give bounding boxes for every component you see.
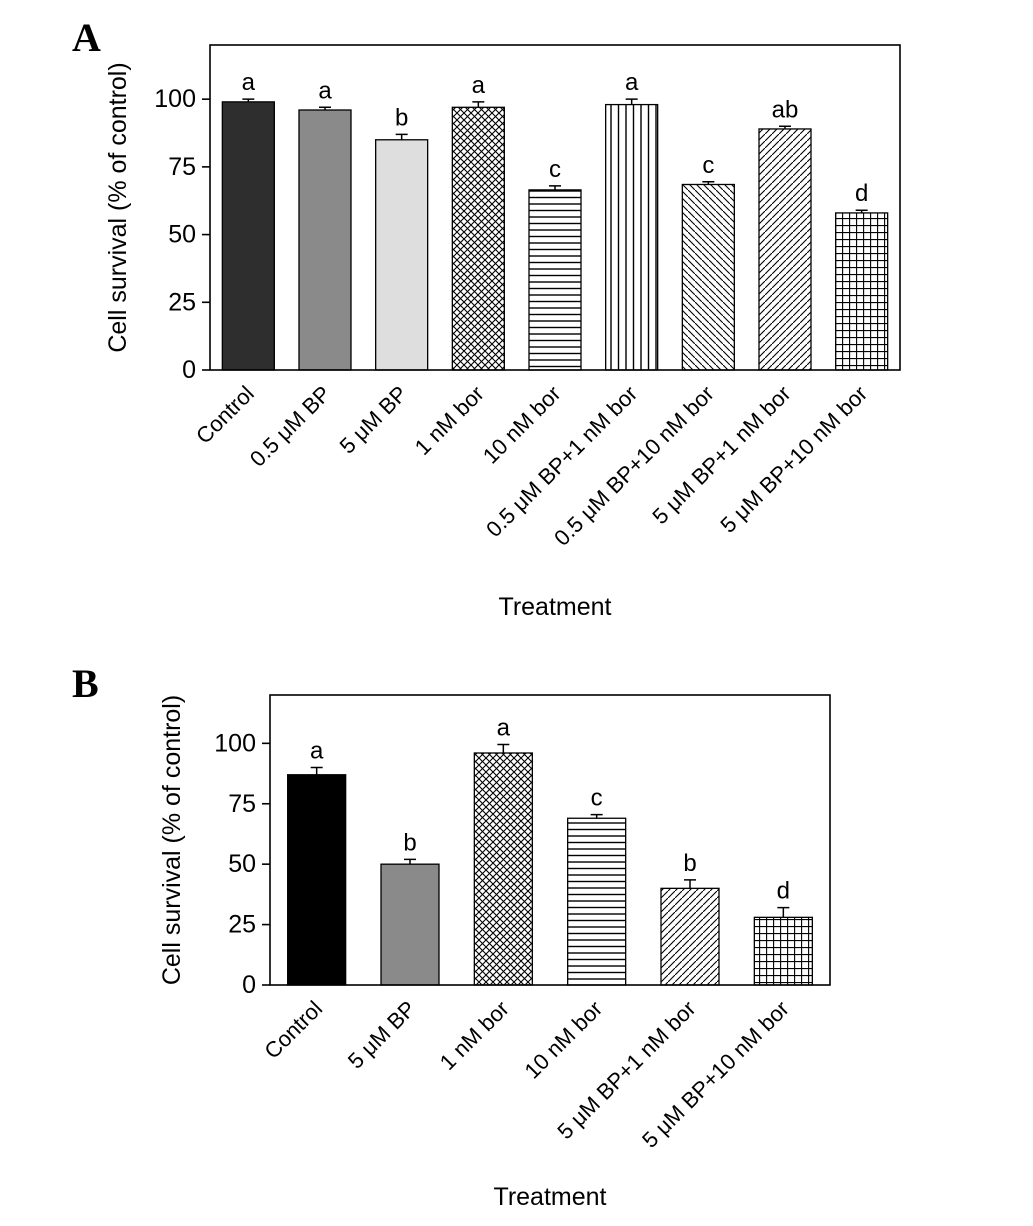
x-tick-label: 0.5 μM BP+1 nM bor xyxy=(481,381,642,542)
bar xyxy=(758,128,812,371)
sig-letter: a xyxy=(497,715,511,742)
y-tick-label: 25 xyxy=(228,911,256,939)
bar xyxy=(221,101,275,371)
y-tick-label: 100 xyxy=(154,85,196,113)
error-bar xyxy=(702,181,715,185)
sig-letter: a xyxy=(310,738,324,765)
error-bar xyxy=(684,879,696,889)
y-tick-label: 0 xyxy=(182,356,196,384)
error-bar xyxy=(625,98,638,105)
bar xyxy=(380,863,440,986)
bar xyxy=(605,103,659,371)
y-tick-label: 50 xyxy=(228,850,256,878)
error-bar xyxy=(242,98,255,102)
error-bar xyxy=(319,106,331,110)
sig-letter: d xyxy=(777,878,790,905)
x-tick-label: 10 nM bor xyxy=(519,996,607,1084)
bar xyxy=(375,139,429,371)
y-tick-label: 0 xyxy=(242,971,256,999)
y-tick-label: 25 xyxy=(168,288,196,316)
sig-letter: c xyxy=(549,156,561,183)
y-tick-label: 100 xyxy=(214,729,256,757)
x-tick-label: 5 μM BP xyxy=(343,996,421,1074)
bar xyxy=(528,189,582,371)
bar xyxy=(473,752,533,986)
error-bar xyxy=(497,743,510,753)
bar xyxy=(567,817,627,986)
y-axis-label: Cell survival (% of control) xyxy=(158,695,186,985)
sig-letter: b xyxy=(683,850,696,877)
bar xyxy=(681,183,735,371)
bar xyxy=(451,106,505,371)
plot-box xyxy=(209,44,901,371)
x-tick-label: 1 nM bor xyxy=(410,381,489,460)
x-tick-label: 0.5 μM BP xyxy=(245,381,336,472)
error-bar xyxy=(404,858,416,865)
error-bar xyxy=(395,133,408,140)
y-tick-label: 75 xyxy=(228,790,256,818)
sig-letter: b xyxy=(403,829,416,856)
x-tick-label: 5 μM BP xyxy=(335,381,413,459)
sig-letter: c xyxy=(591,785,603,812)
sig-letter: b xyxy=(395,104,408,131)
x-tick-label: 5 μM BP+10 nM bor xyxy=(715,381,872,538)
x-tick-label: 1 nM bor xyxy=(435,996,514,1075)
sig-letter: d xyxy=(855,180,868,207)
error-bar xyxy=(855,209,868,213)
sig-letter: a xyxy=(625,69,639,96)
x-axis-label: Treatment xyxy=(493,1183,606,1211)
bar xyxy=(753,916,813,986)
x-axis-label: Treatment xyxy=(498,593,611,621)
error-bar xyxy=(310,766,323,775)
y-tick-label: 50 xyxy=(168,221,196,249)
bar xyxy=(835,212,889,371)
x-tick-label: Control xyxy=(259,996,327,1064)
bar xyxy=(660,887,720,986)
bar xyxy=(287,774,347,986)
sig-letter: ab xyxy=(772,96,799,123)
sig-letter: a xyxy=(242,69,256,96)
bar xyxy=(298,109,352,371)
x-tick-label: Control xyxy=(191,381,259,449)
sig-letter: c xyxy=(702,152,714,179)
error-bar xyxy=(777,906,790,918)
x-tick-label: 5 μM BP+1 nM bor xyxy=(647,381,795,529)
error-bar xyxy=(779,125,791,129)
error-bar xyxy=(549,185,561,190)
sig-letter: a xyxy=(318,77,332,104)
panel-a-label: A xyxy=(72,15,101,60)
plot-box xyxy=(269,694,831,986)
y-axis-label: Cell survival (% of control) xyxy=(104,62,132,352)
error-bar xyxy=(472,101,485,108)
sig-letter: a xyxy=(472,72,486,99)
panel-b-label: B xyxy=(72,661,99,706)
y-tick-label: 75 xyxy=(168,153,196,181)
error-bar xyxy=(590,813,603,819)
